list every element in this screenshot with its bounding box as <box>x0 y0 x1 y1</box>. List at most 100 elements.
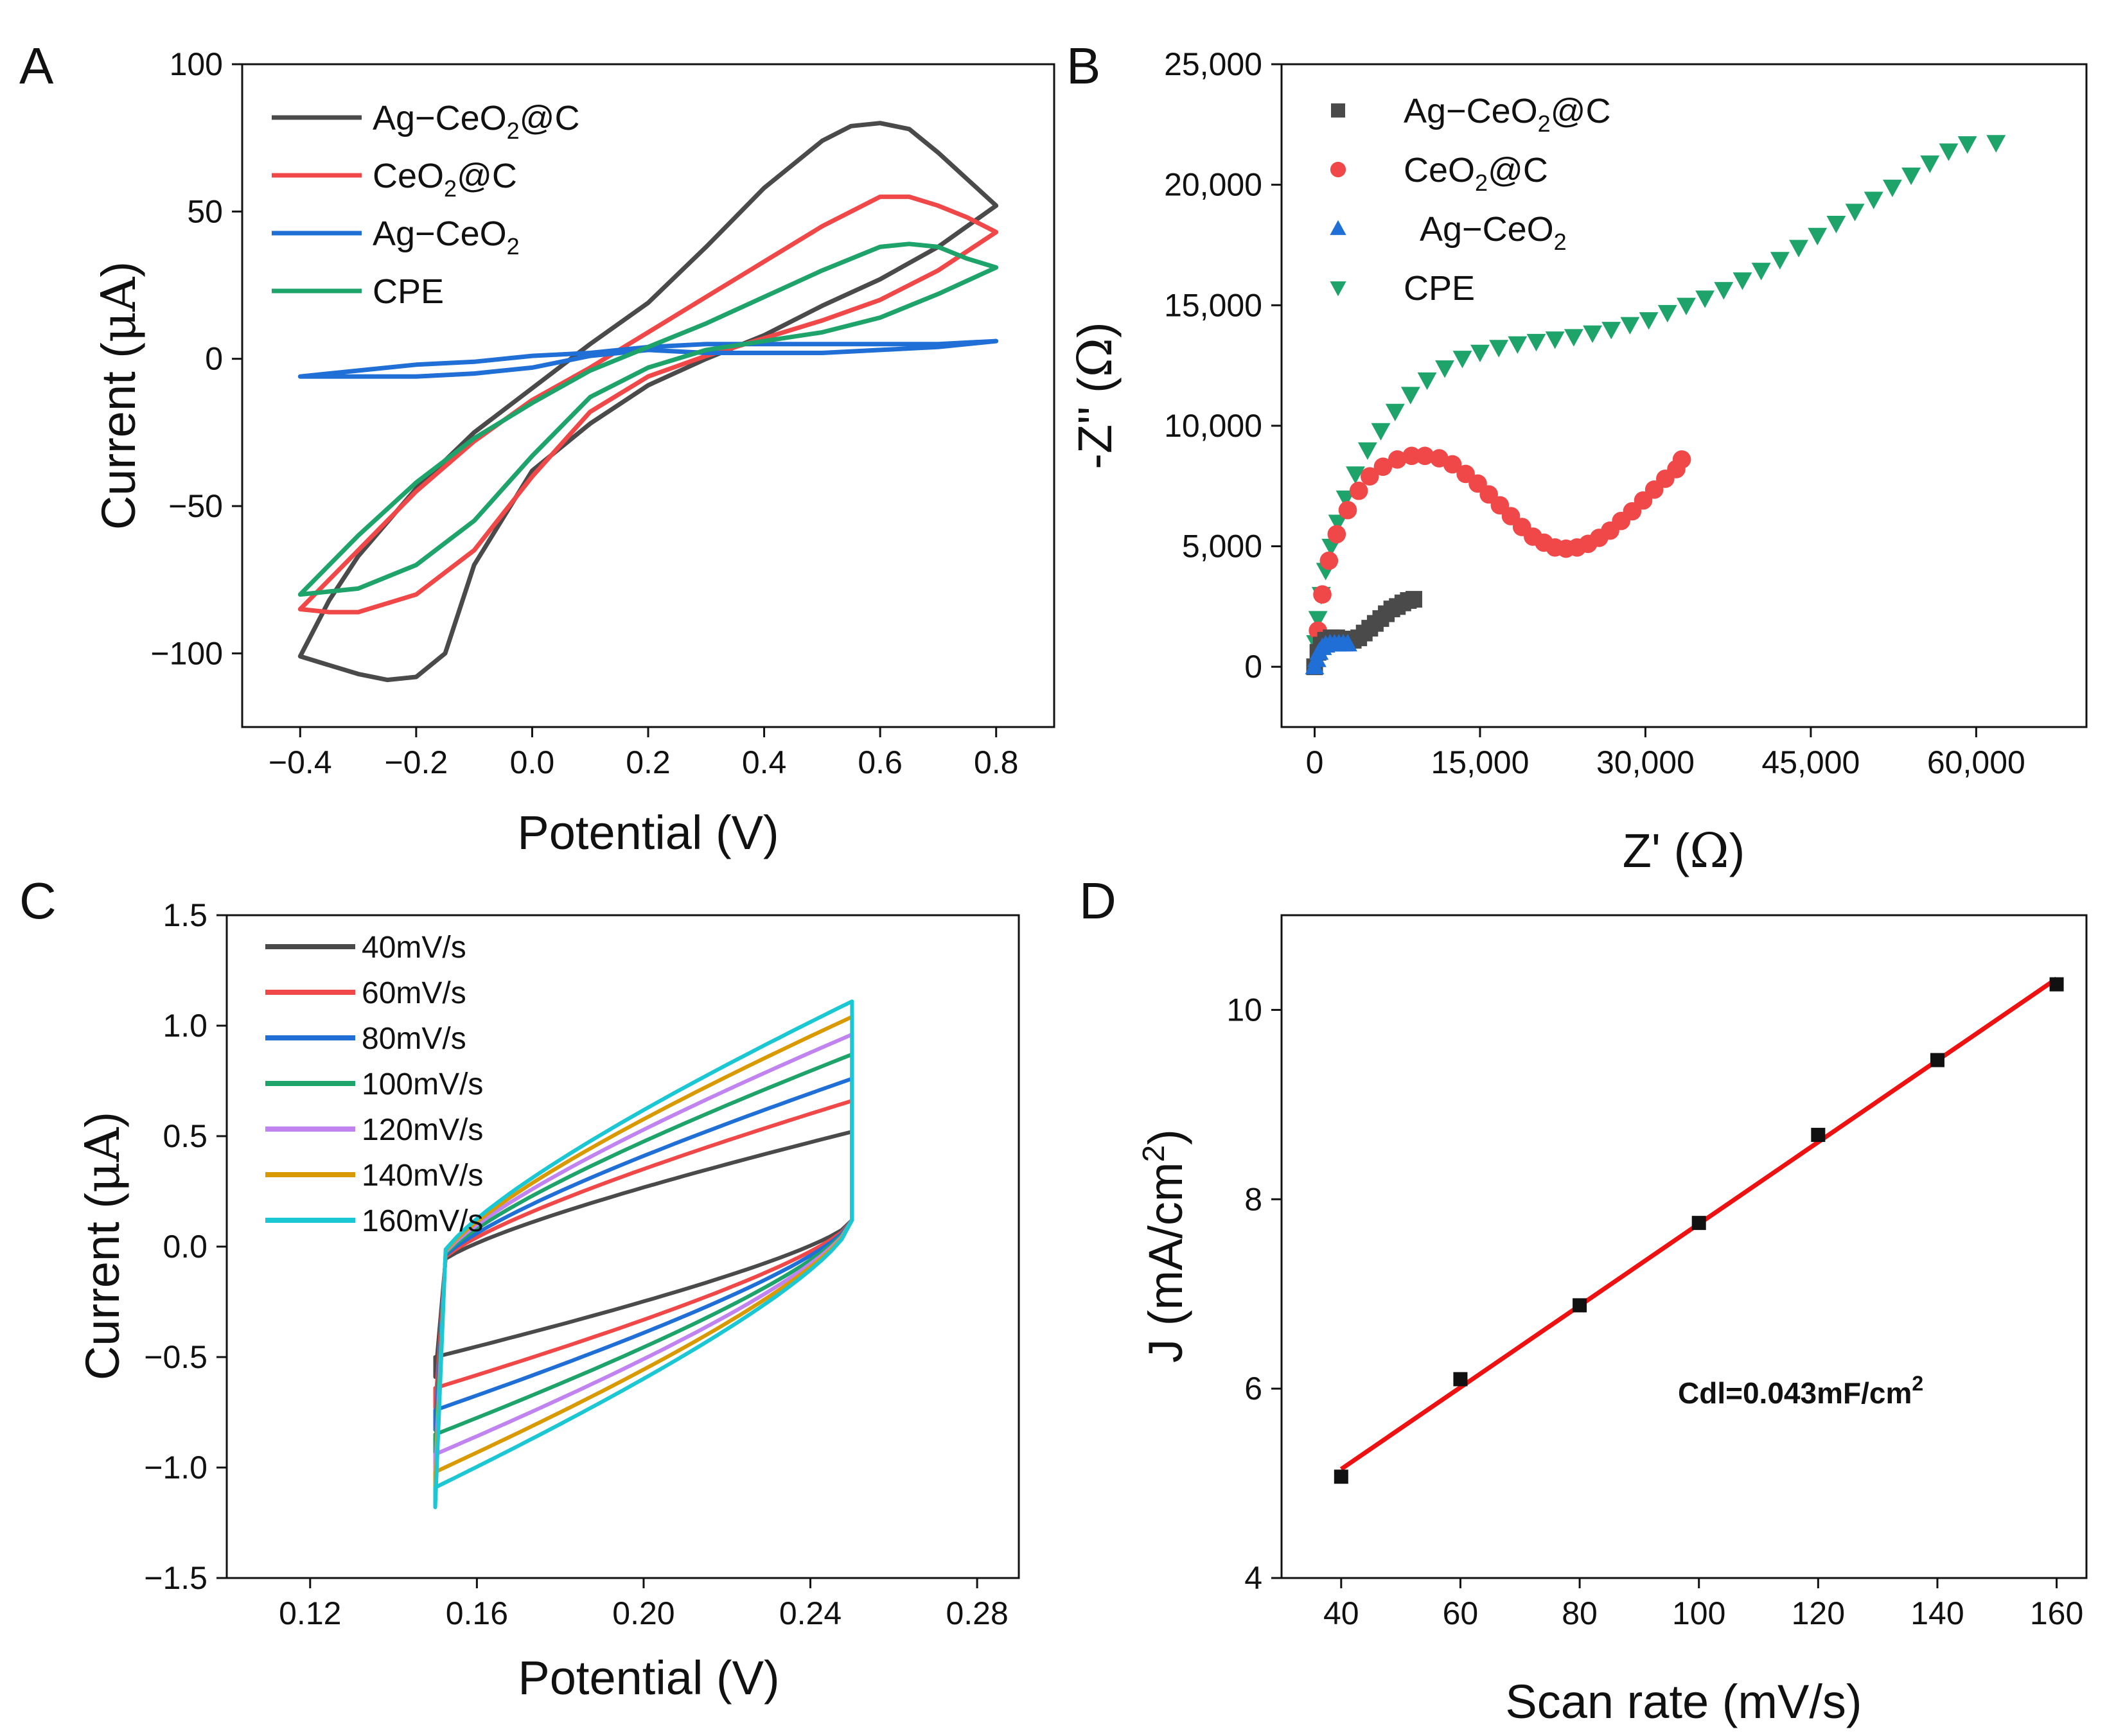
panel-b-point <box>1657 304 1677 323</box>
panel-d-xtick-label: 160 <box>2030 1595 2083 1631</box>
panel-b-ytick-label: 10,000 <box>1164 408 1262 444</box>
panel-b-point <box>1808 227 1828 246</box>
panel-c-legend-label: 160mV/s <box>362 1204 483 1238</box>
panel-a-ytick-label: −100 <box>150 635 223 671</box>
panel-d-chart: 40 60 80 100 120 140 160 4 6 8 10 Scan rate (mV/s)… <box>1137 914 2088 1728</box>
panel-a-series-line <box>297 121 999 683</box>
panel-b-xtick-label: 30,000 <box>1596 744 1695 780</box>
panel-a-xtick-label: 0.2 <box>626 744 671 780</box>
panel-b-xtick-label: 60,000 <box>1927 744 2025 780</box>
panel-c-legend-label: 60mV/s <box>362 976 466 1010</box>
panel-b-point <box>1770 252 1790 270</box>
panel-d-xtick-label: 100 <box>1672 1595 1725 1631</box>
panel-a-series-line <box>297 194 999 615</box>
panel-b-point <box>1357 442 1377 460</box>
panel-b-point <box>1338 500 1357 520</box>
panel-a-ytick-label: 0 <box>205 341 223 377</box>
panel-c-ytick-label: −1.0 <box>144 1450 207 1486</box>
panel-b-point <box>1371 423 1391 441</box>
panel-b-point <box>1882 179 1902 197</box>
panel-b-point <box>1751 263 1771 281</box>
panel-a-series-line <box>297 241 999 597</box>
panel-b-point <box>1415 446 1434 466</box>
panel-a-series-line <box>297 338 999 379</box>
panel-b-ticks: 0 15,000 30,000 45,000 60,000 0 5,000 10,000 15,… <box>1164 46 2025 780</box>
panel-letter-d: D <box>1079 872 1116 929</box>
panel-b-ytick-label: 25,000 <box>1164 46 1262 82</box>
panel-a-chart: −0.4 −0.2 0.0 0.2 0.4 0.6 0.8 −100 −50 0 50 100 Ag−… <box>91 46 1055 859</box>
panel-a-ytick-label: 50 <box>187 193 223 229</box>
panel-c-ytick-label: 0.5 <box>163 1118 207 1154</box>
panel-b-frame <box>1280 63 2088 728</box>
panel-d-annotation: Cdl=0.043mF/cm2 <box>1678 1372 1923 1410</box>
panel-b-xlabel: Z' (Ω) <box>1623 823 1745 879</box>
panel-d-xtick-label: 140 <box>1910 1595 1964 1631</box>
panel-b-legend: Ag−CeO2@C CeO2@C Ag−CeO2 CPE <box>1330 92 1610 308</box>
panel-b-point <box>1452 351 1472 369</box>
panel-b-ylabel: -Z'' (Ω) <box>1068 322 1123 469</box>
panel-b-point <box>1601 322 1621 340</box>
panel-b-point <box>1695 290 1715 308</box>
panel-b-point <box>1308 611 1328 629</box>
panel-a-legend: Ag−CeO2@C CeO2@C Ag−CeO2 CPE <box>272 99 579 311</box>
panel-b-point <box>1328 514 1348 532</box>
panel-d-series <box>1334 976 2064 1484</box>
panel-b-point <box>1489 340 1509 358</box>
panel-b-ytick-label: 5,000 <box>1182 529 1262 565</box>
panel-d-ytick-label: 10 <box>1226 992 1262 1028</box>
panel-b-point <box>1714 282 1734 300</box>
panel-b-legend-label: Ag−CeO2@C <box>1404 92 1610 137</box>
panel-b-point <box>1957 136 1977 154</box>
panel-b-point <box>1417 372 1437 390</box>
panel-b-point <box>1402 446 1421 466</box>
panel-b-point <box>1338 633 1357 652</box>
panel-b-point <box>1346 466 1365 484</box>
panel-a-xtick-label: 0.6 <box>858 744 903 780</box>
panel-c-ylabel: Current (μA) <box>75 1112 130 1380</box>
panel-d-point <box>2049 977 2064 992</box>
panel-b-point <box>1676 297 1696 315</box>
panel-b-point <box>1349 481 1368 500</box>
panel-c-legend-label: 120mV/s <box>362 1113 483 1147</box>
panel-d-point <box>1453 1372 1468 1387</box>
panel-a-ylabel: Current (μA) <box>91 261 146 530</box>
panel-d-xtick-label: 60 <box>1443 1595 1479 1631</box>
panel-c-legend: 40mV/s 60mV/s 80mV/s 100mV/s 120mV/s 140mV/s 1… <box>265 931 483 1238</box>
panel-c-chart: 0.12 0.16 0.20 0.24 0.28 −1.5 −1.0 −0.5 0.0 0.5 1.… <box>75 897 1020 1705</box>
panel-letter-b: B <box>1066 37 1100 94</box>
panel-d-ylabel: J (mA/cm2) <box>1137 1129 1192 1363</box>
panel-b-point <box>1443 455 1462 474</box>
panel-c-xtick-label: 0.28 <box>946 1595 1008 1631</box>
panel-b-point <box>1583 325 1602 344</box>
panel-c-xtick-label: 0.20 <box>612 1595 674 1631</box>
panel-b-point <box>1901 167 1921 186</box>
panel-b-point <box>1864 191 1883 209</box>
panel-c-xtick-label: 0.12 <box>279 1595 341 1631</box>
panel-b-point <box>1313 585 1332 604</box>
panel-a-xlabel: Potential (V) <box>517 806 779 859</box>
panel-d-ytick-label: 4 <box>1244 1560 1262 1596</box>
panel-d-xtick-label: 80 <box>1562 1595 1598 1631</box>
panel-b-point <box>1826 215 1846 234</box>
panel-a-ticks: −0.4 −0.2 0.0 0.2 0.4 0.6 0.8 −100 −50 0 50 100 <box>150 46 1018 780</box>
panel-b-point <box>1373 457 1393 477</box>
panel-d-point <box>1691 1216 1706 1231</box>
panel-b-legend-marker <box>1330 220 1346 235</box>
panel-b-point <box>1400 387 1420 405</box>
panel-a-legend-label: Ag−CeO2 <box>373 215 520 259</box>
panel-d-ytick-label: 8 <box>1244 1181 1262 1217</box>
panel-b-point <box>1639 312 1659 330</box>
panel-b-point <box>1732 272 1752 290</box>
panel-b-point <box>1435 360 1454 378</box>
panel-b-legend-label: CPE <box>1404 269 1475 308</box>
panel-b-series <box>1305 135 2006 676</box>
panel-c-ticks: 0.12 0.16 0.20 0.24 0.28 −1.5 −1.0 −0.5 0.0 0.5 1.… <box>144 897 1008 1631</box>
panel-b-legend-marker <box>1330 161 1346 178</box>
panel-c-xtick-label: 0.24 <box>779 1595 842 1631</box>
panel-c-legend-label: 100mV/s <box>362 1067 483 1101</box>
panel-b-legend-marker <box>1330 281 1346 297</box>
panel-b-point <box>1385 403 1405 421</box>
panel-b-legend-marker <box>1331 103 1345 118</box>
panel-b-chart: 0 15,000 30,000 45,000 60,000 0 5,000 10,000 15,… <box>1068 46 2088 879</box>
